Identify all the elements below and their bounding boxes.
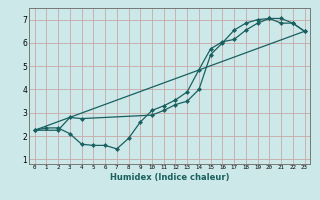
X-axis label: Humidex (Indice chaleur): Humidex (Indice chaleur) (110, 173, 229, 182)
